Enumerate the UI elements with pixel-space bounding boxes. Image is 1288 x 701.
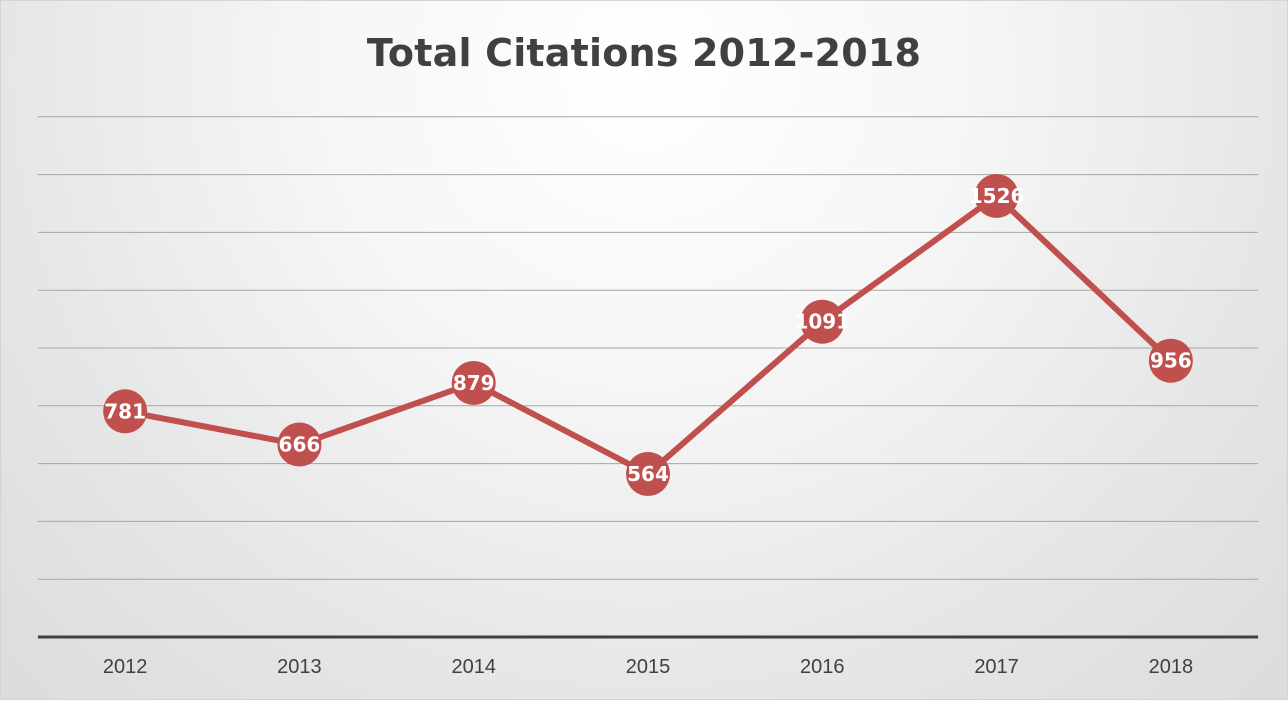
x-tick-label: 2017 xyxy=(974,656,1019,678)
data-label: 1091 xyxy=(794,310,850,334)
data-point-marker xyxy=(103,389,148,434)
x-tick-label: 2013 xyxy=(277,656,322,678)
data-point-marker xyxy=(277,422,322,467)
data-points: 781 666 879 564 1091 1526 956 xyxy=(103,173,1193,497)
x-tick-label: 2015 xyxy=(626,656,671,678)
data-point-marker xyxy=(451,360,496,405)
data-label: 666 xyxy=(279,433,321,457)
data-point-marker xyxy=(626,452,670,497)
data-point-marker xyxy=(800,299,845,344)
gridlines xyxy=(38,116,1258,580)
data-point-marker xyxy=(974,173,1019,218)
x-tick-label: 2014 xyxy=(451,656,496,678)
data-label: 564 xyxy=(627,462,669,486)
chart-title: Total Citations 2012-2018 xyxy=(366,31,922,75)
data-label: 781 xyxy=(104,399,146,423)
x-tick-label: 2016 xyxy=(800,656,845,678)
data-label: 879 xyxy=(453,371,495,395)
x-axis: 2012 2013 2014 2015 2016 2017 2018 xyxy=(38,635,1258,678)
data-label: 956 xyxy=(1150,349,1192,373)
data-point-marker xyxy=(1148,338,1193,383)
x-tick-label: 2012 xyxy=(103,656,148,678)
x-tick-label: 2018 xyxy=(1149,656,1194,678)
data-label: 1526 xyxy=(969,184,1025,208)
